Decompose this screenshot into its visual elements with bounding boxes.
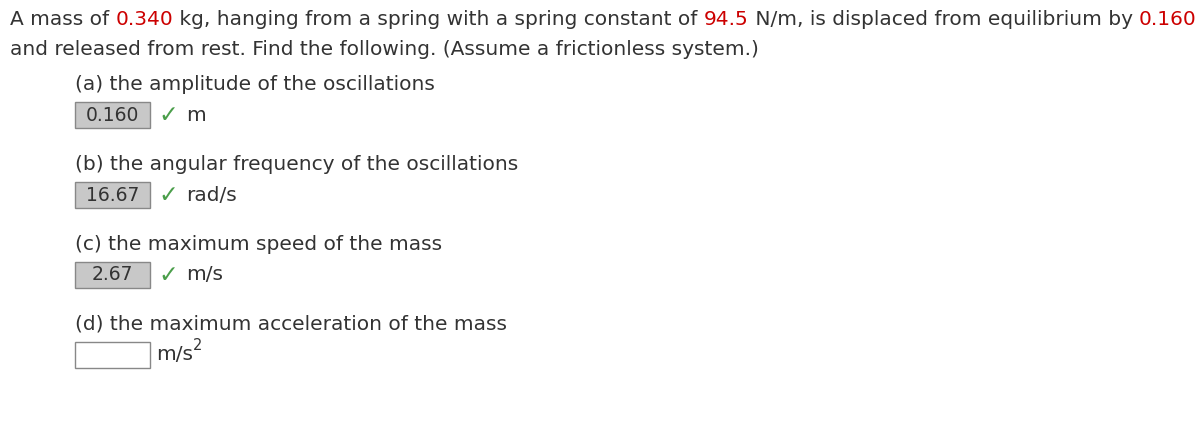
Text: 0.340: 0.340 bbox=[115, 10, 173, 29]
Text: 94.5: 94.5 bbox=[704, 10, 749, 29]
Bar bbox=[74, 102, 150, 128]
Bar bbox=[74, 342, 150, 368]
Text: 0.160: 0.160 bbox=[86, 105, 139, 125]
Text: 2.67: 2.67 bbox=[91, 266, 133, 284]
Text: ✓: ✓ bbox=[158, 263, 178, 287]
Text: (a) the amplitude of the oscillations: (a) the amplitude of the oscillations bbox=[74, 75, 434, 94]
Text: m: m bbox=[1196, 10, 1200, 29]
Text: ✓: ✓ bbox=[158, 103, 178, 127]
Text: rad/s: rad/s bbox=[186, 185, 236, 204]
Text: 0.160: 0.160 bbox=[1139, 10, 1196, 29]
Text: 16.67: 16.67 bbox=[86, 185, 139, 204]
Text: (b) the angular frequency of the oscillations: (b) the angular frequency of the oscilla… bbox=[74, 155, 518, 174]
Bar bbox=[74, 262, 150, 288]
Text: A mass of: A mass of bbox=[10, 10, 115, 29]
Text: ✓: ✓ bbox=[158, 183, 178, 207]
Bar bbox=[74, 182, 150, 208]
Text: N/m, is displaced from equilibrium by: N/m, is displaced from equilibrium by bbox=[749, 10, 1139, 29]
Text: (c) the maximum speed of the mass: (c) the maximum speed of the mass bbox=[74, 235, 442, 254]
Text: 2: 2 bbox=[193, 338, 203, 354]
Text: m/s: m/s bbox=[186, 266, 223, 284]
Text: m/s: m/s bbox=[156, 346, 193, 365]
Text: kg, hanging from a spring with a spring constant of: kg, hanging from a spring with a spring … bbox=[173, 10, 704, 29]
Text: m: m bbox=[186, 105, 205, 125]
Text: and released from rest. Find the following. (Assume a frictionless system.): and released from rest. Find the followi… bbox=[10, 40, 758, 59]
Text: (d) the maximum acceleration of the mass: (d) the maximum acceleration of the mass bbox=[74, 315, 508, 334]
